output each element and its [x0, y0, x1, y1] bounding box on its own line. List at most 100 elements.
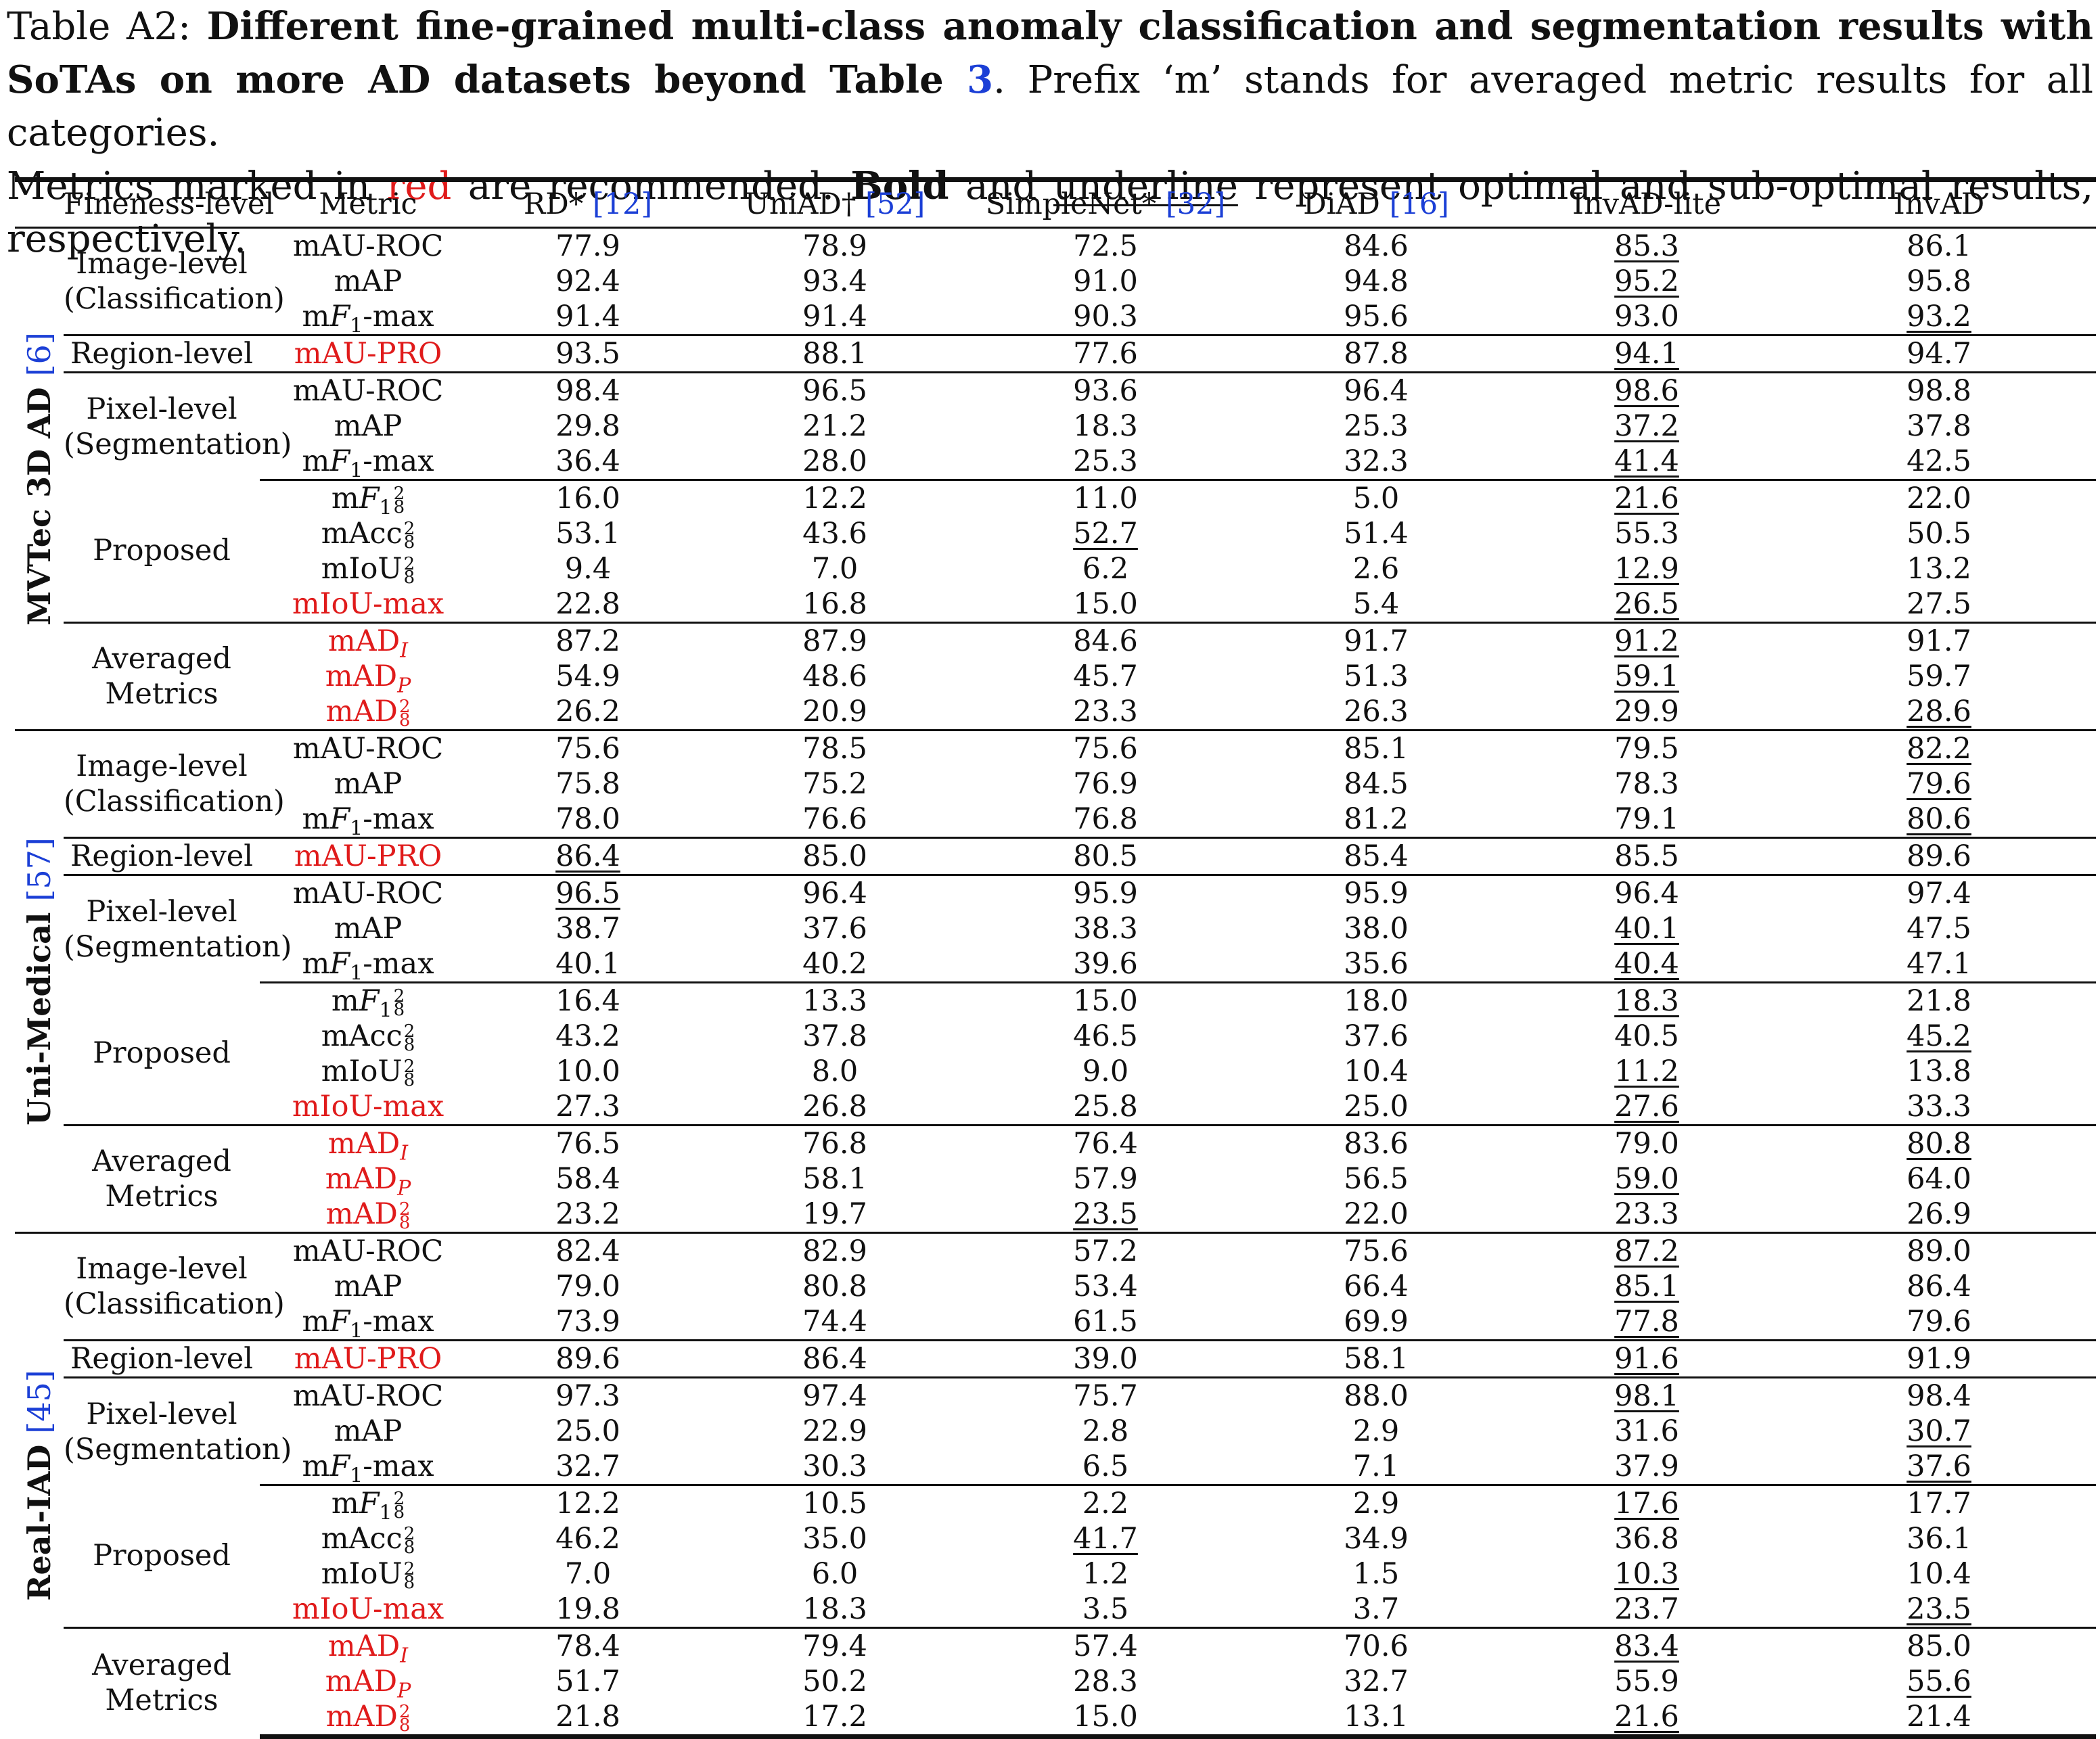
value-cell: 37.8: [802, 1019, 867, 1053]
value-cell: 35.6: [1344, 947, 1409, 981]
value-cell: 95.8: [1907, 264, 1971, 298]
metric-cell: mAU-ROC: [260, 371, 476, 409]
value-cell: 37.6: [1907, 1450, 1971, 1483]
value-cell: 16.4: [476, 981, 700, 1019]
value-cell: 39.0: [970, 1339, 1241, 1378]
table-row: mADP 58.4 58.1 57.9 56.5 59.0 64.0: [15, 1161, 2096, 1199]
table-row: Averaged Metrics mADI 87.2 87.9 84.6 91.7 91.2 9…: [15, 622, 2096, 731]
value-cell: 79.5: [1511, 729, 1782, 766]
value-cell: 45.7: [1073, 659, 1138, 693]
metric-cell: mAcc 2 8: [321, 1522, 415, 1558]
table-row: Pixel-level (Segmentation) mAU-ROC 96.5 96.4…: [15, 874, 2096, 983]
value-cell: 75.6: [970, 729, 1241, 766]
table-row: mF1-max 36.4 28.0 25.3 32.3 41.4 42.5: [15, 444, 2096, 481]
metric-cell: mADI: [260, 1124, 476, 1163]
value-cell: 29.9: [1614, 695, 1679, 728]
value-cell: 37.6: [802, 912, 867, 946]
value-cell: 23.5: [1907, 1592, 1971, 1626]
value-cell: 48.6: [802, 659, 867, 693]
value-cell: 79.1: [1614, 802, 1679, 836]
value-cell: 88.0: [1241, 1376, 1511, 1414]
dataset-label: Real-IAD [45]: [21, 1370, 58, 1601]
ref-link[interactable]: [45]: [21, 1370, 58, 1434]
value-cell: 85.3: [1614, 229, 1679, 263]
caption-text-1: . Prefix ‘m’ stands for averaged metric …: [7, 58, 2093, 155]
value-cell: 81.2: [1344, 802, 1409, 836]
value-cell: 38.7: [555, 912, 620, 946]
value-cell: 23.7: [1614, 1592, 1679, 1626]
value-cell: 96.5: [700, 371, 970, 409]
ref-link[interactable]: [12]: [592, 187, 653, 221]
metric-cell: mAD 2 8: [325, 1197, 411, 1233]
value-cell: 97.3: [476, 1376, 700, 1414]
value-cell: 16.0: [476, 479, 700, 516]
ref-link[interactable]: [57]: [21, 837, 58, 902]
header-method-3: DiAD [16]: [1241, 179, 1511, 229]
value-cell: 56.5: [1344, 1162, 1409, 1196]
value-cell: 9.4: [564, 552, 612, 586]
metric-cell: mAP: [334, 912, 403, 946]
value-cell: 37.8: [1907, 409, 1971, 443]
averaged-metrics-label: Averaged Metrics: [64, 622, 260, 731]
value-cell: 5.0: [1241, 479, 1511, 516]
value-cell: 25.8: [1073, 1090, 1138, 1123]
header-metric: Metric: [260, 179, 476, 229]
metric-cell: mF1-max: [302, 1305, 434, 1343]
value-cell: 17.6: [1511, 1484, 1782, 1521]
value-cell: 75.8: [555, 767, 620, 801]
value-cell: 76.8: [700, 1124, 970, 1161]
value-cell: 13.3: [700, 981, 970, 1019]
value-cell: 2.6: [1352, 552, 1400, 586]
ref-link[interactable]: [6]: [21, 332, 58, 377]
value-cell: 93.0: [1614, 300, 1679, 333]
value-cell: 80.8: [1782, 1124, 2096, 1161]
image-level-label: Image-level (Classification): [64, 729, 285, 838]
value-cell: 26.3: [1344, 695, 1409, 728]
ref-link[interactable]: [32]: [1165, 187, 1226, 221]
table-row: mIoU 2 8 9.4 7.0 6.2 2.6 12.9 13.2: [15, 551, 2096, 586]
value-cell: 34.9: [1344, 1522, 1409, 1556]
metric-cell: mF1 2 8: [260, 479, 476, 518]
pixel-level-label: Pixel-level (Segmentation): [64, 874, 292, 983]
header-method-2: SimpleNet* [32]: [970, 179, 1241, 229]
proposed-label: Proposed: [93, 534, 231, 568]
value-cell: 18.3: [1073, 409, 1138, 443]
value-cell: 80.8: [802, 1270, 867, 1303]
table-3-link[interactable]: 3: [967, 57, 994, 102]
value-cell: 75.6: [476, 729, 700, 766]
value-cell: 95.6: [1344, 300, 1409, 333]
value-cell: 2.8: [1082, 1414, 1129, 1448]
value-cell: 51.4: [1344, 517, 1409, 551]
value-cell: 92.4: [555, 264, 620, 298]
table-row: Proposed mF1 2 8 16.0 12.2 11.0 5.0 21.6 22.0: [15, 479, 2096, 567]
ref-link[interactable]: [16]: [1389, 187, 1449, 221]
value-cell: 33.3: [1907, 1090, 1971, 1123]
value-cell: 10.4: [1907, 1557, 1971, 1591]
value-cell: 13.2: [1907, 552, 1971, 586]
value-cell: 85.5: [1511, 837, 1782, 875]
metric-cell: mIoU 2 8: [321, 552, 415, 588]
value-cell: 26.8: [802, 1090, 867, 1123]
value-cell: 41.7: [1073, 1522, 1138, 1556]
value-cell: 31.6: [1614, 1414, 1679, 1448]
value-cell: 12.2: [476, 1484, 700, 1521]
value-cell: 89.6: [1782, 837, 2096, 875]
value-cell: 90.3: [1073, 300, 1138, 333]
value-cell: 53.1: [555, 517, 620, 551]
header-method-0: RD* [12]: [476, 179, 700, 229]
region-level-label: Region-level: [64, 1339, 260, 1378]
ref-link[interactable]: [52]: [865, 187, 926, 221]
value-cell: 26.5: [1614, 587, 1679, 621]
value-cell: 22.9: [802, 1414, 867, 1448]
header-method-5: InvAD: [1782, 179, 2096, 229]
value-cell: 17.2: [700, 1699, 970, 1739]
caption-line-1: Table A2: Different fine-grained multi-c…: [7, 0, 2093, 160]
pixel-level-label: Pixel-level (Segmentation): [64, 371, 292, 480]
metric-cell: mAU-ROC: [260, 729, 476, 766]
table-row: mIoU 2 8 7.0 6.0 1.2 1.5 10.3 10.4: [15, 1556, 2096, 1592]
value-cell: 96.4: [1241, 371, 1511, 409]
header-row: Fineness-level Metric RD* [12] UniAD† [5…: [15, 179, 2096, 229]
value-cell: 80.5: [970, 837, 1241, 875]
value-cell: 25.0: [1344, 1090, 1409, 1123]
value-cell: 21.8: [476, 1699, 700, 1739]
